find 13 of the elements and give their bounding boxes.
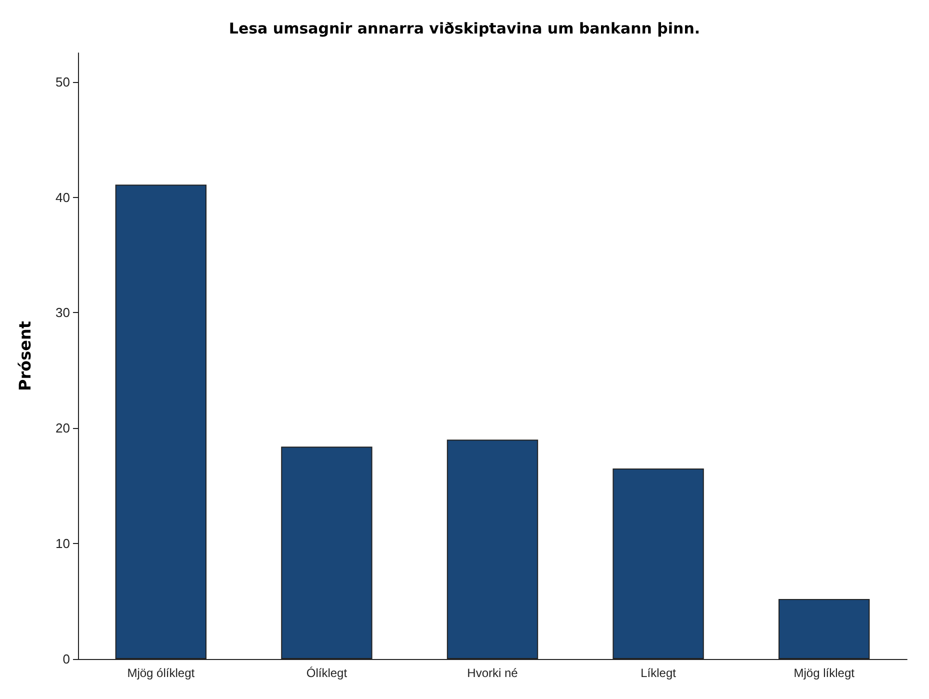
x-tick-label: Líklegt bbox=[640, 666, 677, 680]
y-tick-label: 20 bbox=[56, 420, 70, 436]
y-tick-label: 10 bbox=[56, 536, 70, 552]
x-tick-label: Hvorki né bbox=[467, 666, 518, 680]
x-tick-label: Ólíklegt bbox=[306, 666, 348, 680]
y-tick-label: 30 bbox=[56, 305, 70, 320]
y-tick-label: 50 bbox=[56, 74, 70, 90]
y-axis-title: Prósent bbox=[16, 320, 34, 392]
y-tick-label: 0 bbox=[62, 652, 70, 666]
chart-title: Lesa umsagnir annarra viðskiptavina um bankann þinn. bbox=[228, 20, 700, 38]
x-tick-label: Mjög ólíklegt bbox=[127, 666, 196, 680]
y-tick-label: 40 bbox=[56, 190, 70, 205]
x-tick-label: Mjög líklegt bbox=[794, 666, 856, 680]
